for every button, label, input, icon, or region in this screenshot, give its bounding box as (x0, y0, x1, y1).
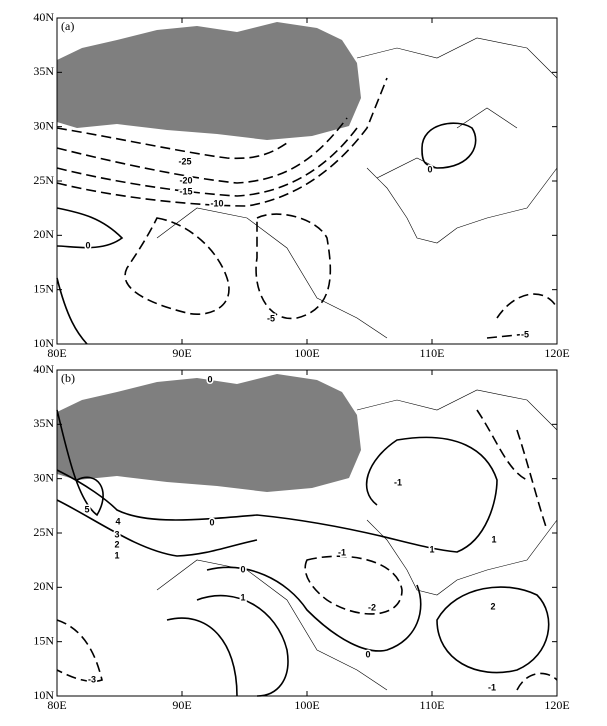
panel-label: (b) (61, 371, 75, 385)
contour (436, 586, 550, 674)
lat-label: 15N (33, 633, 54, 647)
contour-label: 0 (240, 564, 245, 574)
lon-label: 100E (294, 346, 319, 360)
contour (56, 127, 288, 160)
contour (56, 499, 258, 557)
contour-label: 3 (114, 529, 119, 539)
contour-label: 2 (490, 601, 495, 611)
contour-label: 0 (209, 517, 214, 527)
contour-label: 1 (429, 544, 434, 554)
lat-label: 20N (33, 579, 54, 593)
contour (421, 122, 477, 169)
panel-label: (a) (61, 19, 74, 33)
contour (56, 77, 388, 207)
lat-label: 15N (33, 281, 54, 295)
contour (255, 213, 332, 320)
contour (56, 619, 558, 691)
lat-label: 25N (33, 525, 54, 539)
contour (476, 409, 548, 531)
lat-label: 30N (33, 118, 54, 132)
contour (486, 293, 558, 339)
plateau (57, 22, 361, 140)
lat-label: 40N (33, 10, 54, 24)
contour-label: 0 (365, 649, 370, 659)
contour-label: -3 (88, 674, 96, 684)
contour-label: -1 (488, 682, 496, 692)
lon-label: 90E (172, 346, 191, 360)
contour (56, 117, 348, 184)
contour-label: 1 (491, 534, 496, 544)
borders (156, 389, 558, 691)
lat-label: 20N (33, 227, 54, 241)
contour-label: -15 (179, 186, 192, 196)
lat-label: 25N (33, 173, 54, 187)
lat-label: 10N (33, 336, 54, 350)
borders (156, 37, 558, 339)
lon-label: 120E (544, 698, 569, 712)
lon-label: 90E (172, 698, 191, 712)
plateau (57, 374, 361, 492)
lon-label: 120E (544, 346, 569, 360)
contour-label: 4 (115, 516, 120, 526)
contour-label: 0 (207, 374, 212, 384)
contour (206, 566, 422, 652)
contour (56, 409, 104, 517)
lon-label: 110E (420, 698, 445, 712)
contour-label: -25 (178, 156, 191, 166)
contour-label: -10 (210, 198, 223, 208)
contour-label: 0 (85, 240, 90, 250)
contour-label: -1 (338, 547, 346, 557)
contour-label: -20 (179, 175, 192, 185)
contour (166, 594, 289, 697)
contour-label: 2 (114, 539, 119, 549)
contour (56, 207, 124, 345)
lon-label: 110E (420, 346, 445, 360)
contour (56, 436, 498, 553)
lon-label: 100E (294, 698, 319, 712)
lat-label: 35N (33, 416, 54, 430)
contour (124, 217, 230, 315)
lon-label: 80E (47, 346, 66, 360)
contour (56, 127, 358, 197)
contour-label: -1 (394, 477, 402, 487)
contour-label: -5 (267, 313, 275, 323)
lat-label: 30N (33, 470, 54, 484)
contour (304, 555, 403, 615)
contour-label: 0 (427, 164, 432, 174)
contour-label: 1 (240, 592, 245, 602)
contour-label: 1 (114, 550, 119, 560)
lat-label: 35N (33, 64, 54, 78)
contour-label: -2 (368, 602, 376, 612)
lat-label: 40N (33, 362, 54, 376)
contour-label: 5 (84, 504, 89, 514)
lat-label: 10N (33, 688, 54, 702)
lon-label: 80E (47, 698, 66, 712)
contour-label: -5 (521, 329, 529, 339)
